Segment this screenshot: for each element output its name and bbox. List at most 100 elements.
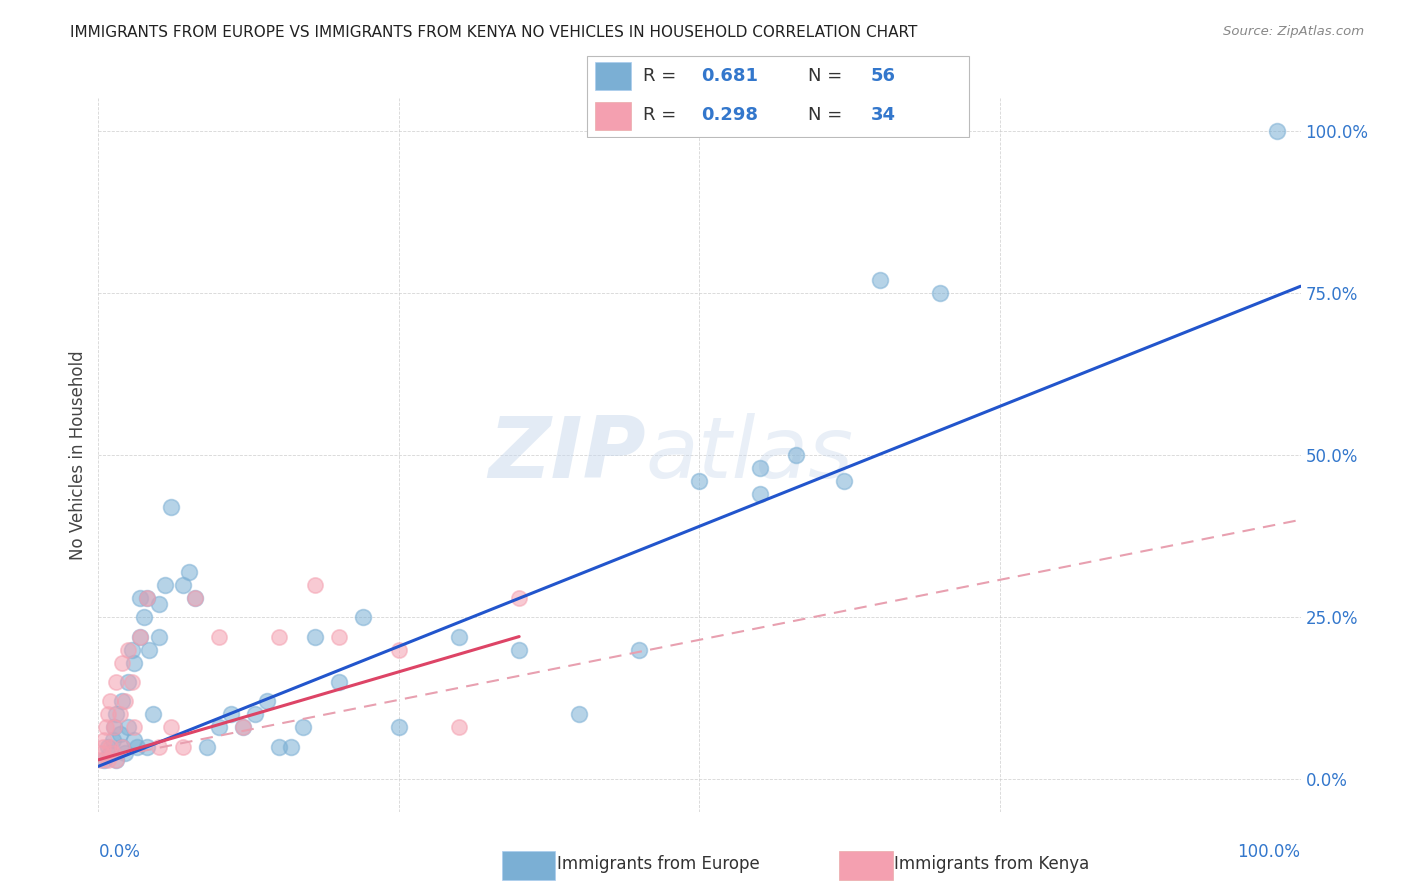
Text: R =: R = [643,68,682,86]
Point [183,591,205,605]
Point [328,630,350,644]
Point [195,739,218,754]
Text: Immigrants from Kenya: Immigrants from Kenya [894,855,1090,873]
Text: atlas: atlas [645,413,853,497]
Point [129,591,152,605]
Text: IMMIGRANTS FROM EUROPE VS IMMIGRANTS FROM KENYA NO VEHICLES IN HOUSEHOLD CORRELA: IMMIGRANTS FROM EUROPE VS IMMIGRANTS FRO… [70,25,918,40]
Point [135,591,157,605]
Point [91,747,114,761]
Point [105,675,128,690]
Point [138,642,160,657]
Point [256,694,278,708]
Point [148,739,170,754]
Point [748,487,770,501]
Point [105,753,128,767]
Point [117,642,139,657]
FancyBboxPatch shape [595,62,631,90]
Y-axis label: No Vehicles in Household: No Vehicles in Household [69,350,87,560]
Point [447,720,470,734]
Point [101,733,124,747]
Point [568,707,591,722]
Point [172,739,194,754]
Point [243,707,266,722]
Point [352,610,374,624]
Point [105,707,128,722]
Text: 0.0%: 0.0% [98,843,141,861]
Point [388,720,411,734]
Point [447,630,470,644]
Point [219,707,242,722]
Point [208,630,231,644]
Point [183,591,205,605]
Point [304,577,326,591]
Point [153,577,176,591]
Text: 34: 34 [870,106,896,124]
Point [111,739,134,754]
Point [108,707,131,722]
Point [117,720,139,734]
Point [832,474,855,488]
Point [159,500,181,514]
Point [103,720,125,734]
Point [100,747,122,761]
Point [103,720,125,734]
FancyBboxPatch shape [595,102,631,130]
Point [132,610,155,624]
Point [135,739,157,754]
Point [508,642,530,657]
Point [172,577,194,591]
Point [97,707,120,722]
Point [232,720,254,734]
Point [97,739,120,754]
Point [111,656,134,670]
Point [328,675,350,690]
Point [129,630,152,644]
Point [97,753,120,767]
Point [232,720,254,734]
Point [869,273,891,287]
Point [100,694,122,708]
Text: 0.681: 0.681 [702,68,759,86]
Point [688,474,710,488]
Point [117,675,139,690]
Text: N =: N = [808,68,848,86]
FancyBboxPatch shape [588,56,969,136]
Text: N =: N = [808,106,848,124]
Point [91,739,114,754]
Text: 56: 56 [870,68,896,86]
Point [148,597,170,611]
Point [291,720,314,734]
Text: Immigrants from Europe: Immigrants from Europe [557,855,759,873]
Point [111,694,134,708]
Point [208,720,231,734]
Point [121,642,143,657]
Point [388,642,411,657]
Point [124,720,146,734]
Point [93,733,115,747]
Text: ZIP: ZIP [488,413,645,497]
Point [94,720,117,734]
Point [93,753,115,767]
Point [125,739,148,754]
Point [124,733,146,747]
Point [785,448,807,462]
Point [111,739,134,754]
Point [508,591,530,605]
Point [121,675,143,690]
Point [1265,123,1288,137]
Point [135,591,157,605]
Point [124,656,146,670]
Point [267,739,290,754]
Point [628,642,651,657]
Text: 100.0%: 100.0% [1237,843,1301,861]
Point [304,630,326,644]
Point [148,630,170,644]
Point [748,461,770,475]
Point [90,753,112,767]
Point [267,630,290,644]
Point [105,753,128,767]
Point [101,747,124,761]
Point [141,707,163,722]
Point [114,694,136,708]
Point [129,630,152,644]
